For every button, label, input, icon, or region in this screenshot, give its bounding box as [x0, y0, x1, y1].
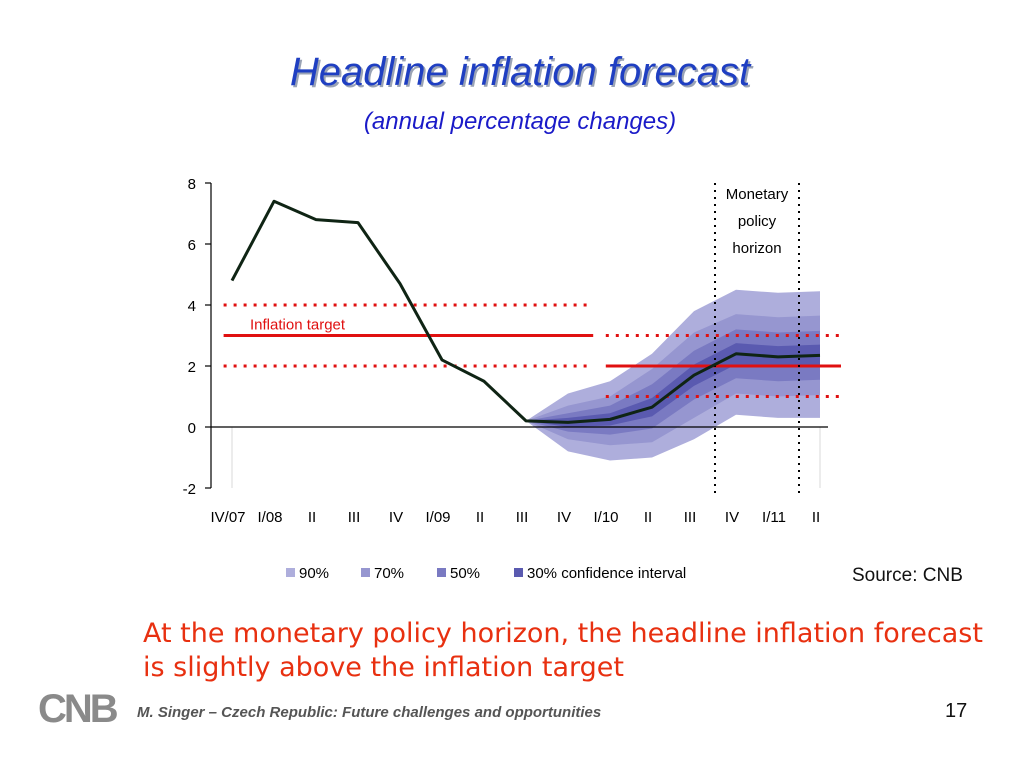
chart-legend: 90% 70% 50% 30% confidence interval [286, 565, 686, 582]
x-tick-label: I/09 [425, 509, 450, 526]
y-tick-label: 0 [188, 420, 196, 437]
fan-chart-bands [526, 289, 820, 461]
slide-subtitle: (annual percentage changes) [363, 108, 677, 135]
x-tick-label: I/10 [593, 509, 618, 526]
inflation-target-label: Inflation target [250, 317, 346, 334]
legend-swatch [286, 568, 295, 577]
slide-title: Headline inflation forecast [289, 50, 751, 94]
x-tick-label: II [644, 509, 652, 526]
x-tick-label: IV [725, 509, 739, 526]
x-tick-label: II [476, 509, 484, 526]
x-tick-label: I/08 [257, 509, 282, 526]
cnb-logo: CNB [38, 688, 120, 728]
horizon-label-line: horizon [732, 240, 781, 257]
horizon-label-line: Monetary [726, 186, 789, 203]
x-tick-label: III [516, 509, 529, 526]
cnb-logo-text: CNB [38, 688, 118, 728]
y-tick-label: 2 [188, 359, 196, 376]
legend-swatch [437, 568, 446, 577]
inflation-target-lines [223, 303, 841, 398]
chart-labels: Inflation target Monetary policy horizon [250, 186, 789, 334]
x-tick-label: II [308, 509, 316, 526]
fan-band-30pct [526, 343, 820, 427]
x-tick-label: IV [557, 509, 571, 526]
x-tick-label: IV [389, 509, 403, 526]
x-tick-label: II [812, 509, 820, 526]
x-tick-label: III [348, 509, 361, 526]
legend-swatch [514, 568, 523, 577]
legend-label: 70% [374, 565, 404, 582]
horizon-label-line: policy [738, 213, 777, 230]
monetary-policy-horizon [714, 183, 800, 494]
legend-swatch [361, 568, 370, 577]
legend-label: 30% confidence interval [527, 565, 686, 582]
legend-label: 50% [450, 565, 480, 582]
x-tick-label: III [684, 509, 697, 526]
source-note: Source: CNB [852, 565, 963, 586]
y-tick-label: -2 [183, 481, 196, 498]
key-message: At the monetary policy horizon, the head… [143, 618, 983, 683]
page-number: 17 [945, 700, 968, 722]
forecast-line-series [230, 199, 821, 424]
y-tick-label: 8 [188, 176, 196, 193]
y-tick-label: 6 [188, 237, 196, 254]
x-tick-label: I/11 [762, 509, 786, 526]
y-tick-label: 4 [188, 298, 196, 315]
footer-text: M. Singer – Czech Republic: Future chall… [137, 704, 602, 721]
legend-label: 90% [299, 565, 329, 582]
x-tick-label: IV/07 [210, 509, 245, 526]
